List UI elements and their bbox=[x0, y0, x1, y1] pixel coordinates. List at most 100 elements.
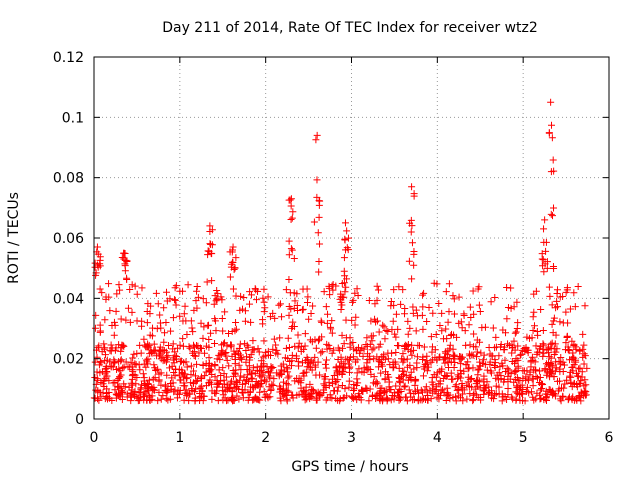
data-point bbox=[422, 383, 430, 391]
data-point bbox=[340, 360, 348, 368]
data-point bbox=[248, 375, 256, 383]
data-point bbox=[345, 364, 353, 372]
data-point bbox=[269, 381, 277, 389]
data-point bbox=[514, 362, 522, 370]
x-tick-label: 5 bbox=[519, 430, 528, 446]
data-point bbox=[339, 363, 347, 371]
data-point bbox=[456, 366, 464, 374]
data-point bbox=[269, 309, 277, 317]
data-point bbox=[140, 360, 148, 368]
data-point bbox=[116, 286, 124, 294]
data-point bbox=[466, 390, 474, 398]
data-point bbox=[552, 358, 560, 366]
data-point bbox=[144, 300, 152, 308]
data-point bbox=[462, 361, 470, 369]
data-point bbox=[171, 284, 179, 292]
data-point bbox=[208, 226, 216, 234]
data-point bbox=[322, 356, 330, 364]
data-point bbox=[419, 388, 427, 396]
data-point bbox=[410, 248, 418, 256]
data-point bbox=[123, 274, 131, 282]
data-point bbox=[288, 351, 296, 359]
data-point bbox=[455, 293, 463, 301]
data-point bbox=[550, 372, 558, 380]
data-point bbox=[398, 355, 406, 363]
data-point bbox=[232, 292, 240, 300]
data-point bbox=[334, 356, 342, 364]
data-point bbox=[295, 339, 303, 347]
data-point bbox=[269, 345, 277, 353]
data-point bbox=[93, 353, 101, 361]
data-point bbox=[576, 394, 584, 402]
data-point bbox=[470, 310, 478, 318]
data-point bbox=[229, 285, 237, 293]
data-point bbox=[501, 356, 509, 364]
data-point bbox=[320, 373, 328, 381]
data-point bbox=[542, 247, 550, 255]
data-point bbox=[419, 325, 427, 333]
data-point bbox=[539, 352, 547, 360]
data-point bbox=[422, 361, 430, 369]
data-point bbox=[364, 356, 372, 363]
data-point bbox=[549, 329, 557, 337]
data-point bbox=[340, 254, 348, 262]
data-point bbox=[157, 395, 165, 403]
data-point bbox=[131, 360, 139, 368]
data-point bbox=[118, 387, 126, 395]
data-point bbox=[269, 363, 277, 371]
data-point bbox=[559, 319, 567, 327]
data-point bbox=[111, 321, 119, 329]
data-point bbox=[426, 387, 434, 395]
data-point bbox=[148, 332, 156, 340]
data-point bbox=[332, 282, 340, 290]
data-point bbox=[387, 386, 395, 394]
data-point bbox=[154, 397, 162, 405]
data-point bbox=[412, 327, 420, 335]
data-point bbox=[487, 369, 495, 377]
data-point bbox=[381, 375, 389, 383]
data-point bbox=[503, 315, 511, 323]
data-point bbox=[563, 332, 571, 340]
data-point bbox=[365, 296, 373, 304]
data-point bbox=[311, 353, 319, 361]
data-point bbox=[143, 380, 151, 388]
data-point bbox=[322, 364, 330, 372]
data-point bbox=[284, 334, 292, 342]
data-point bbox=[408, 275, 416, 283]
data-point bbox=[504, 304, 512, 312]
data-point bbox=[228, 327, 236, 335]
data-point bbox=[110, 331, 118, 339]
data-point bbox=[353, 356, 361, 364]
data-point bbox=[420, 343, 428, 351]
data-point bbox=[115, 281, 123, 289]
data-point bbox=[474, 382, 482, 390]
data-point bbox=[145, 391, 153, 399]
data-point bbox=[556, 318, 564, 326]
data-point bbox=[302, 386, 310, 394]
data-point bbox=[202, 342, 210, 350]
data-point bbox=[332, 378, 340, 386]
data-point bbox=[160, 338, 168, 346]
data-point bbox=[261, 376, 269, 384]
data-point bbox=[213, 286, 221, 294]
data-point bbox=[460, 367, 468, 375]
data-point bbox=[466, 341, 474, 349]
data-point bbox=[457, 355, 465, 363]
data-point bbox=[340, 340, 348, 348]
data-point bbox=[375, 356, 383, 364]
data-point bbox=[481, 323, 489, 331]
data-point bbox=[193, 283, 201, 291]
data-point bbox=[548, 134, 556, 142]
data-point bbox=[328, 317, 336, 325]
data-point bbox=[92, 311, 100, 319]
data-point bbox=[211, 317, 219, 325]
data-point bbox=[317, 317, 325, 325]
data-point bbox=[266, 374, 274, 382]
data-point bbox=[295, 390, 303, 398]
y-axis-label: ROTI / TECUs bbox=[6, 192, 22, 284]
data-point bbox=[96, 285, 104, 293]
data-point bbox=[157, 381, 165, 389]
data-point bbox=[232, 384, 240, 392]
data-point bbox=[108, 396, 116, 404]
data-point bbox=[473, 348, 481, 356]
